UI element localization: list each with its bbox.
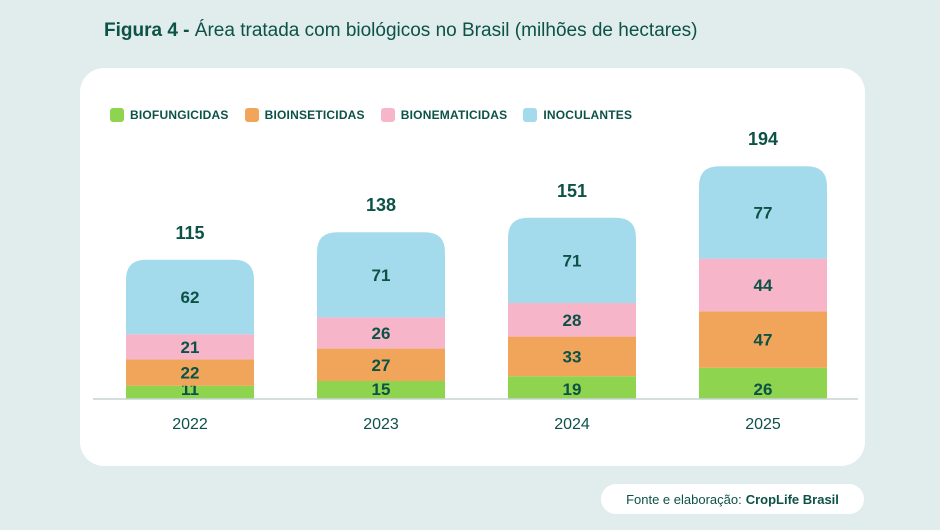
bar-segment-bionematicidas-2023 (317, 317, 445, 349)
legend-label-inoculantes: INOCULANTES (543, 108, 633, 122)
bar-segment-bioinseticidas-2024 (508, 336, 636, 377)
x-tick-label-2024: 2024 (554, 416, 590, 433)
legend-item-bioinseticidas: BIOINSETICIDAS (244, 108, 365, 122)
data-label-bionematicidas-2022: 21 (181, 338, 200, 357)
legend: BIOFUNGICIDAS BIOINSETICIDAS BIONEMATICI… (110, 108, 632, 122)
bar-segment-biofungicidas-2023 (317, 381, 445, 399)
legend-item-inoculantes: INOCULANTES (523, 108, 632, 122)
bar-segment-bioinseticidas-2022 (126, 359, 254, 386)
source-brand: CropLife Brasil (745, 491, 839, 507)
data-label-biofungicidas-2025: 26 (754, 380, 773, 399)
bar-segment-inoculantes-2023 (317, 232, 445, 318)
legend-swatch-biofungicidas (110, 108, 124, 122)
bar-segment-bioinseticidas-2023 (317, 348, 445, 381)
bar-segment-biofungicidas-2022 (126, 385, 254, 399)
legend-label-bionematicidas: BIONEMATICIDAS (400, 108, 508, 122)
bar-segment-biofungicidas-2024 (508, 376, 636, 399)
chart-title: Figura 4 - Área tratada com biológicos n… (104, 20, 697, 42)
data-label-inoculantes-2025: 77 (754, 203, 773, 222)
data-label-biofungicidas-2024: 19 (563, 380, 582, 399)
x-tick-label-2022: 2022 (172, 416, 208, 433)
x-tick-label-2023: 2023 (363, 416, 399, 433)
legend-swatch-bioinseticidas (244, 108, 259, 122)
total-label-2024: 151 (557, 181, 587, 201)
data-label-bioinseticidas-2025: 47 (754, 331, 773, 350)
data-label-biofungicidas-2023: 15 (372, 380, 391, 399)
data-label-inoculantes-2022: 62 (181, 288, 200, 307)
data-label-bioinseticidas-2023: 27 (372, 356, 391, 375)
legend-item-bionematicidas: BIONEMATICIDAS (380, 108, 508, 122)
bar-segment-inoculantes-2024 (508, 217, 636, 303)
total-label-2025: 194 (748, 129, 778, 149)
source-credit: Fonte e elaboração: CropLife Brasil (601, 484, 864, 514)
total-label-2022: 115 (175, 223, 204, 243)
legend-label-bioinseticidas: BIOINSETICIDAS (264, 108, 365, 122)
bar-segment-bionematicidas-2024 (508, 303, 636, 337)
legend-swatch-bionematicidas (380, 108, 395, 122)
source-label: Fonte e elaboração: (626, 491, 742, 507)
x-tick-label-2025: 2025 (745, 416, 781, 433)
bar-segment-bioinseticidas-2025 (699, 311, 827, 368)
total-label-2023: 138 (366, 195, 396, 215)
legend-swatch-inoculantes (523, 108, 538, 122)
bar-segment-bionematicidas-2022 (126, 334, 254, 360)
data-label-bionematicidas-2024: 28 (563, 311, 582, 330)
data-label-bionematicidas-2025: 44 (754, 276, 773, 295)
legend-label-biofungicidas: BIOFUNGICIDAS (130, 108, 229, 122)
legend-item-biofungicidas: BIOFUNGICIDAS (110, 108, 229, 122)
figure-caption: Área tratada com biológicos no Brasil (m… (194, 20, 698, 41)
bar-segment-biofungicidas-2025 (699, 367, 827, 399)
bar-segment-inoculantes-2022 (126, 259, 254, 335)
figure-number: Figura 4 - (104, 20, 190, 41)
bar-segment-inoculantes-2025 (699, 166, 827, 259)
data-label-bionematicidas-2023: 26 (372, 324, 391, 343)
data-label-bioinseticidas-2022: 22 (181, 364, 200, 383)
data-label-inoculantes-2023: 71 (372, 266, 391, 285)
data-label-inoculantes-2024: 71 (563, 251, 582, 270)
data-label-bioinseticidas-2024: 33 (563, 347, 582, 366)
bar-segment-bionematicidas-2025 (699, 258, 827, 312)
